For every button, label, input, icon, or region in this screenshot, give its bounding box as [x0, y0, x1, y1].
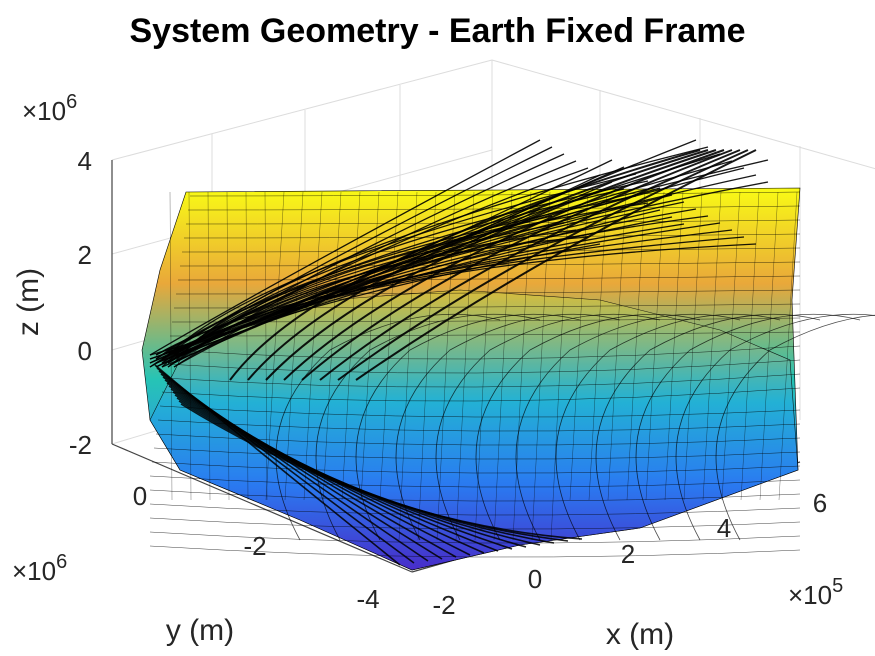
- mesh-line: [149, 545, 801, 558]
- chart-title: System Geometry - Earth Fixed Frame: [129, 12, 746, 50]
- mesh-curve: [555, 313, 781, 541]
- x-tick-label: 0: [528, 564, 542, 594]
- mesh-line: [284, 191, 304, 501]
- mesh-line: [626, 191, 646, 501]
- mesh-line: [245, 191, 249, 501]
- mesh-line: [588, 191, 608, 501]
- x-tick-labels: -2 0 2 4 6: [432, 488, 827, 620]
- z-tick-labels: -2 0 2 4: [69, 146, 92, 460]
- trajectory-line: [265, 149, 717, 381]
- mesh-line: [226, 191, 230, 501]
- y-tick-label: -4: [356, 584, 379, 614]
- mesh-line: [379, 191, 399, 501]
- x-exponent: ×105: [788, 575, 843, 610]
- mesh-curve: [355, 313, 581, 541]
- mesh-line: [759, 191, 779, 501]
- mesh-curve: [595, 313, 821, 541]
- trajectory-line: [167, 243, 757, 364]
- mesh-line: [398, 191, 418, 541]
- mesh-line: [531, 191, 551, 541]
- mesh-line: [721, 191, 741, 501]
- mesh-curve: [315, 313, 541, 541]
- mesh-curve: [675, 313, 875, 541]
- z-exponent: ×106: [22, 91, 77, 126]
- grid-line: [491, 59, 875, 170]
- y-tick-label: -2: [243, 531, 266, 561]
- mesh-line: [163, 373, 801, 388]
- trajectory-line: [301, 149, 733, 381]
- mesh-curve: [435, 313, 661, 541]
- mesh-line: [149, 531, 801, 544]
- trajectory-line: [319, 149, 741, 381]
- x-tick-label: 6: [813, 488, 827, 518]
- trajectory-line: [173, 215, 709, 364]
- y-exponent: ×106: [12, 551, 67, 586]
- mesh-line: [167, 345, 801, 360]
- trajectory-line: [161, 236, 745, 360]
- trajectory-line: [283, 149, 725, 381]
- trajectory-line: [173, 167, 589, 356]
- trajectory-line: [229, 149, 701, 381]
- trajectory-lines: [149, 139, 769, 566]
- trajectory-line: [355, 149, 757, 381]
- x-tick-label: 2: [621, 539, 635, 569]
- mesh-line: [322, 191, 342, 501]
- mesh-line: [149, 475, 801, 488]
- mesh-line: [175, 289, 801, 295]
- mesh-curve: [395, 313, 621, 541]
- x-axis-label: x (m): [606, 618, 674, 651]
- mesh-line: [149, 517, 801, 530]
- mesh-curve: [715, 314, 875, 541]
- mesh-line: [778, 191, 798, 501]
- x-tick-label: 4: [717, 513, 731, 543]
- y-tick-labels: 0 -2 -4: [133, 481, 380, 614]
- mesh-curve: [635, 313, 861, 541]
- trajectory-line: [337, 149, 749, 381]
- mesh-line: [165, 359, 801, 374]
- mesh-line: [341, 191, 361, 501]
- z-tick-label: 4: [78, 146, 92, 176]
- trajectory-line: [247, 149, 709, 381]
- mesh-line: [149, 503, 801, 516]
- mesh-line: [169, 331, 801, 337]
- trajectory-line: [178, 400, 569, 542]
- mesh-line: [177, 275, 801, 281]
- mesh-line: [683, 191, 703, 501]
- z-axis-label: z (m): [12, 268, 45, 336]
- mesh-line: [153, 447, 801, 460]
- mesh-line: [303, 191, 323, 501]
- mesh-line: [512, 191, 532, 541]
- mesh-line: [187, 205, 801, 211]
- y-axis-label: y (m): [166, 614, 234, 647]
- mesh-line: [149, 489, 801, 502]
- x-tick-label: -2: [432, 590, 455, 620]
- mesh-line: [740, 191, 760, 501]
- trajectory-line: [155, 229, 733, 356]
- mesh-curve: [275, 313, 501, 541]
- z-tick-label: -2: [69, 430, 92, 460]
- z-tick-label: 0: [78, 336, 92, 366]
- trajectory-line: [167, 173, 637, 356]
- grid-line: [111, 59, 493, 161]
- trajectory-line: [149, 139, 541, 356]
- mesh-line: [159, 405, 801, 418]
- mesh-line: [151, 461, 801, 474]
- y-tick-label: 0: [133, 481, 147, 511]
- mesh-curve: [515, 313, 741, 541]
- y-axis-line: [111, 443, 413, 573]
- mesh-line: [569, 191, 589, 501]
- trajectory-line: [149, 208, 541, 356]
- mesh-line: [161, 387, 801, 402]
- mesh-line: [702, 191, 722, 501]
- mesh-line: [645, 191, 665, 501]
- z-tick-label: 2: [78, 240, 92, 270]
- mesh-curve: [475, 313, 701, 541]
- trajectory-line: [180, 403, 583, 540]
- mesh-line: [169, 191, 173, 501]
- trajectory-line: [155, 194, 673, 368]
